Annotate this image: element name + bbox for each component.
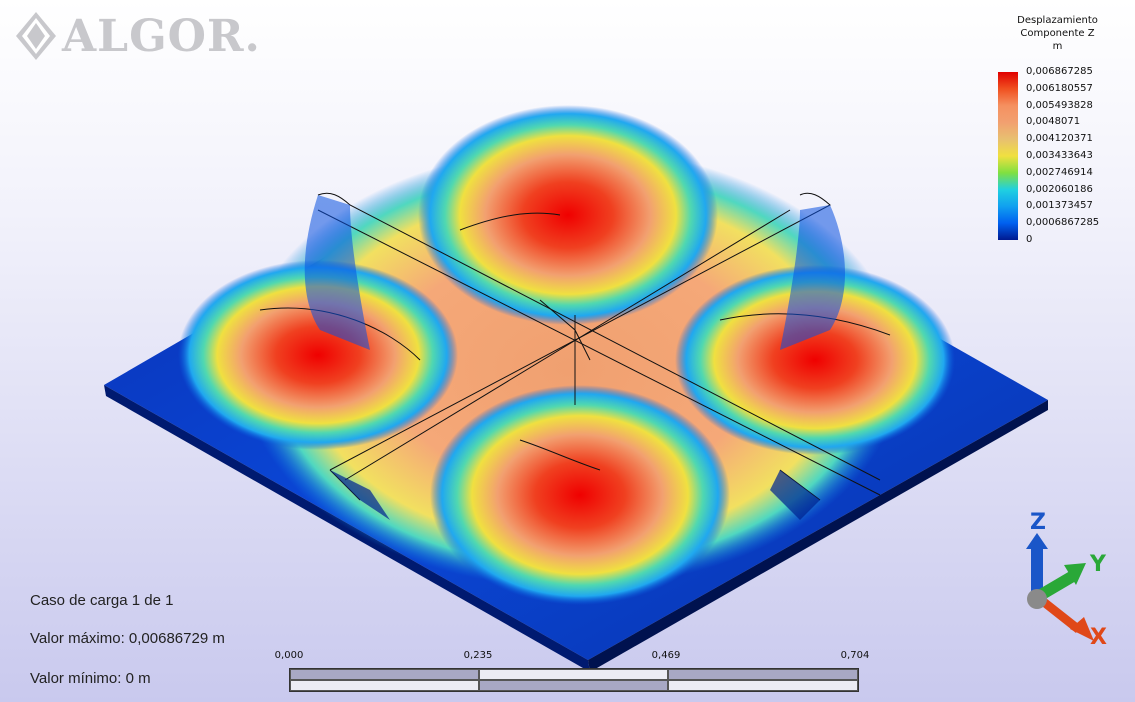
y-axis-arrow-icon (1064, 563, 1086, 585)
scale-label: 0,000 (274, 650, 304, 661)
max-value-label: Valor máximo: 0,00686729 m (30, 630, 225, 647)
mesh-lines (259, 192, 891, 501)
legend-value-label: 0,002746914 (1026, 166, 1093, 178)
legend-value-label: 0,006867285 (1026, 66, 1093, 77)
contour-lobe-bottom (430, 385, 730, 605)
legend-value-label: 0,005493828 (1026, 99, 1093, 111)
y-axis-label: Y (1089, 552, 1107, 577)
contour-lobe-top (418, 105, 718, 325)
scale-segment (479, 680, 668, 691)
legend-value-label: 0 (1026, 234, 1033, 245)
legend-title: Desplazamiento Componente Z m (990, 14, 1125, 53)
rib-front-left (330, 470, 390, 520)
z-axis-arrow-icon (1026, 533, 1048, 549)
legend-title-line: Desplazamiento (1017, 15, 1098, 26)
legend-body: 0,006867285 0,006180557 0,005493828 0,00480… (990, 66, 1125, 252)
rib-front-right (770, 470, 820, 520)
scale-segment (290, 669, 479, 680)
axis-triad-icon: Z Y X (1026, 510, 1107, 650)
color-legend: Desplazamiento Componente Z m 0,00686728… (990, 14, 1125, 252)
legend-value-label: 0,002060186 (1026, 183, 1093, 195)
scale-segment (290, 680, 479, 691)
z-axis-label: Z (1030, 510, 1046, 535)
contour-center (242, 148, 902, 588)
contour-lobe-right (675, 265, 955, 455)
axis-triad[interactable]: Z Y X (998, 507, 1118, 657)
legend-value-label: 0,001373457 (1026, 200, 1093, 212)
diamond-logo-icon (16, 12, 56, 60)
y-axis-shaft (1036, 571, 1076, 601)
rib-right-edge (780, 205, 845, 350)
plate-edge-front-right (588, 400, 1048, 672)
min-value-label: Valor mínimo: 0 m (30, 670, 151, 687)
load-case-label: Caso de carga 1 de 1 (30, 592, 174, 609)
x-axis-arrow-icon (1070, 617, 1094, 641)
scale-segment (479, 669, 668, 680)
scale-bar (289, 668, 859, 692)
legend-value-label: 0,003433643 (1026, 150, 1093, 161)
x-axis-label: X (1090, 625, 1107, 650)
legend-value-label: 0,006180557 (1026, 82, 1093, 94)
scale-label: 0,704 (840, 650, 870, 661)
z-axis-shaft (1031, 545, 1043, 597)
legend-value-label: 0,0006867285 (1026, 217, 1100, 229)
scale-segment (668, 669, 858, 680)
legend-color-bar (998, 72, 1018, 240)
triad-origin (1027, 589, 1047, 609)
legend-title-line: m (1052, 41, 1063, 52)
legend-value-label: 0,0048071 (1026, 116, 1081, 128)
legend-title-line: Componente Z (1020, 28, 1095, 39)
scale-label: 0,235 (463, 650, 493, 661)
scale-label: 0,469 (651, 650, 681, 661)
rib-left-edge (304, 195, 370, 350)
legend-value-label: 0,004120371 (1026, 133, 1093, 145)
x-axis-shaft (1038, 595, 1080, 633)
algor-logo: ALGOR. (14, 10, 261, 62)
contour-lobe-left (178, 260, 458, 450)
logo-text: ALGOR. (62, 10, 261, 62)
scale-segment (668, 680, 858, 691)
